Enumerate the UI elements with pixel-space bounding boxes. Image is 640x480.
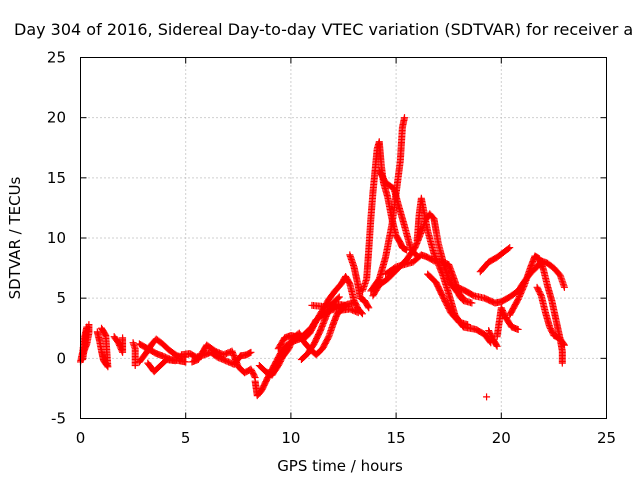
x-tick-label: 10 <box>281 429 300 447</box>
x-tick-label: 20 <box>492 429 511 447</box>
data-point <box>246 349 254 357</box>
y-tick-label: 0 <box>56 349 66 367</box>
y-tick-label: -5 <box>51 410 66 428</box>
data-point <box>558 359 566 367</box>
data-point <box>504 245 512 253</box>
data-point <box>560 341 568 349</box>
data-point <box>402 245 410 253</box>
y-tick-label: 20 <box>47 109 66 127</box>
y-tick-label: 10 <box>47 229 66 247</box>
chart-title: Day 304 of 2016, Sidereal Day-to-day VTE… <box>14 20 633 39</box>
data-point <box>514 325 522 333</box>
data-point <box>358 310 366 318</box>
data-point <box>364 303 372 311</box>
y-tick-label: 15 <box>47 169 66 187</box>
data-point <box>365 304 373 312</box>
x-tick-label: 5 <box>181 429 191 447</box>
y-tick-label: 5 <box>56 289 66 307</box>
data-point <box>560 340 568 348</box>
data-point <box>464 321 472 329</box>
data-point <box>492 341 500 349</box>
data-point <box>357 309 365 317</box>
data-point <box>520 282 528 290</box>
x-tick-label: 0 <box>76 429 86 447</box>
x-tick-label: 15 <box>387 429 406 447</box>
x-tick-label: 25 <box>597 429 616 447</box>
data-point <box>98 325 106 333</box>
data-points <box>77 114 568 401</box>
data-point <box>342 301 350 309</box>
y-axis-label: SDTVAR / TECUs <box>6 176 24 299</box>
data-point <box>401 114 409 122</box>
tick-labels: 0 5 10 15 20 25 -5 0 5 10 15 20 25 <box>47 49 616 448</box>
data-point <box>171 357 179 365</box>
y-tick-label: 25 <box>47 49 66 67</box>
data-point <box>119 334 127 342</box>
data-point <box>537 290 545 298</box>
data-point <box>438 269 446 277</box>
data-point <box>506 244 514 252</box>
data-point <box>560 283 568 291</box>
x-axis-label: GPS time / hours <box>277 457 403 475</box>
data-point <box>335 293 343 301</box>
data-point <box>131 362 139 370</box>
data-point <box>98 324 106 332</box>
data-point <box>334 294 342 302</box>
data-point <box>493 342 501 350</box>
plot-frame <box>80 57 607 419</box>
data-point <box>85 321 93 329</box>
data-point <box>247 348 255 356</box>
data-point <box>483 393 491 401</box>
data-point <box>250 372 258 380</box>
data-point <box>468 299 476 307</box>
